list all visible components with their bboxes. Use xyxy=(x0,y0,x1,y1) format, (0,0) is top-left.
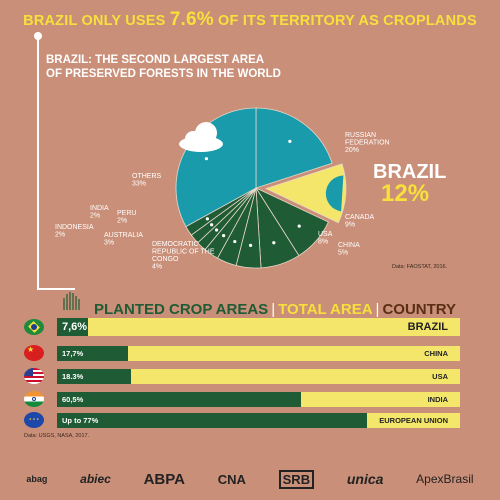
logo-abag: abag xyxy=(26,474,48,484)
pie-label-dot xyxy=(248,243,253,247)
logo-srb: SRB xyxy=(278,469,315,489)
pie-label: PERU 2% xyxy=(117,210,136,225)
headline-value: 7.6% xyxy=(169,9,214,30)
bar-fill xyxy=(57,392,301,407)
pie-label-dot xyxy=(204,157,209,161)
pie-label-dot xyxy=(222,234,226,238)
pie-label: OTHERS 33% xyxy=(132,173,162,188)
pie-subtitle-line1: BRAZIL: THE SECOND LARGEST AREA xyxy=(46,54,265,66)
legend-total: TOTAL AREA xyxy=(278,301,373,318)
sponsor-logos: abag abiec ABPA CNA SRB unica ApexBrasil xyxy=(0,462,500,496)
pie-label-dot xyxy=(272,241,276,245)
headline-pre: BRAZIL ONLY USES xyxy=(23,13,170,29)
pie-label-dot xyxy=(205,217,209,221)
bar-fill xyxy=(57,413,368,428)
bar-value-label: 7,6% xyxy=(62,321,88,333)
pie-label-dot xyxy=(288,139,292,144)
logo-unica: unica xyxy=(346,471,384,487)
india-flag-icon xyxy=(24,391,44,407)
timeline-end-line xyxy=(37,288,75,290)
bar-country-label: BRAZIL xyxy=(407,321,448,333)
pie-label: RUSSIAN FEDERATION 20% xyxy=(345,132,390,154)
pie-label: CANADA 9% xyxy=(345,214,375,229)
bars-source: Data: USGS, NASA, 2017. xyxy=(24,433,90,439)
timeline-dot xyxy=(34,32,42,40)
pie-label: DEMOCRATIC REPUBLIC OF THE CONGO 4% xyxy=(152,241,215,271)
logo-abiec: abiec xyxy=(80,472,111,486)
usa-flag-icon xyxy=(24,368,44,384)
china-flag-icon: ★ xyxy=(24,345,44,361)
pie-subtitle-line2: OF PRESERVED FORESTS IN THE WORLD xyxy=(46,68,281,80)
pie-label-name: BRAZIL xyxy=(373,161,446,183)
pie-label: INDIA 2% xyxy=(90,205,109,220)
pie-source: Data: FAOSTAT, 2016. xyxy=(392,264,448,270)
bar-legend: PLANTED CROP AREAS | TOTAL AREA | COUNTRY xyxy=(94,301,457,318)
pie-slice xyxy=(264,163,347,224)
legend-country: COUNTRY xyxy=(382,301,457,318)
bar-fill xyxy=(57,318,88,336)
bar-value-label: 17,7% xyxy=(62,349,84,358)
cloud-icon xyxy=(179,122,223,152)
pie-label: AUSTRALIA 3% xyxy=(104,232,143,247)
wheat-icon xyxy=(63,292,80,310)
bar-row: 18.3% USA xyxy=(57,369,460,384)
bar-value-label: Up to 77% xyxy=(62,416,99,425)
pie-label: INDONESIA 2% xyxy=(55,224,94,239)
logo-abpa: ABPA xyxy=(143,470,185,488)
pie-label: USA 8% xyxy=(318,231,333,246)
timeline-line xyxy=(37,38,39,290)
headline-post: OF ITS TERRITORY AS CROPLANDS xyxy=(213,13,477,29)
pie-label: CHINA 5% xyxy=(338,242,360,257)
pie-label-dot xyxy=(210,223,214,227)
bar-value-label: 18.3% xyxy=(62,372,84,381)
bar-row: Up to 77% EUROPEAN UNION xyxy=(57,413,460,428)
pie-subtitle: BRAZIL: THE SECOND LARGEST AREA OF PRESE… xyxy=(46,53,306,81)
bar-country-label: INDIA xyxy=(427,395,448,404)
pie-label-dot xyxy=(297,224,301,228)
pie-slice xyxy=(255,107,333,189)
bar-fill xyxy=(57,346,129,361)
bar-country-label: CHINA xyxy=(424,349,448,358)
bar-country-label: EUROPEAN UNION xyxy=(379,416,448,425)
pie-label-value: 12% xyxy=(381,180,429,207)
bar-row: 7,6% BRAZIL xyxy=(57,318,460,336)
eu-flag-icon: ⋆⋆⋆ xyxy=(24,412,44,428)
bar-country-label: USA xyxy=(432,372,448,381)
bar-value-label: 60,5% xyxy=(62,395,84,404)
legend-planted: PLANTED CROP AREAS xyxy=(94,301,269,318)
bar-row: 60,5% INDIA xyxy=(57,392,460,407)
brazil-slice-accent xyxy=(325,175,344,212)
headline: BRAZIL ONLY USES 7.6% OF ITS TERRITORY A… xyxy=(0,9,500,31)
logo-cna: CNA xyxy=(217,471,246,487)
bar-fill xyxy=(57,369,131,384)
pie-label-dot xyxy=(233,239,237,244)
brazil-flag-icon xyxy=(24,319,44,335)
bar-row: 17,7% CHINA xyxy=(57,346,460,361)
pie-label-dot xyxy=(214,228,219,232)
logo-apexbrasil: ApexBrasil xyxy=(416,472,474,486)
